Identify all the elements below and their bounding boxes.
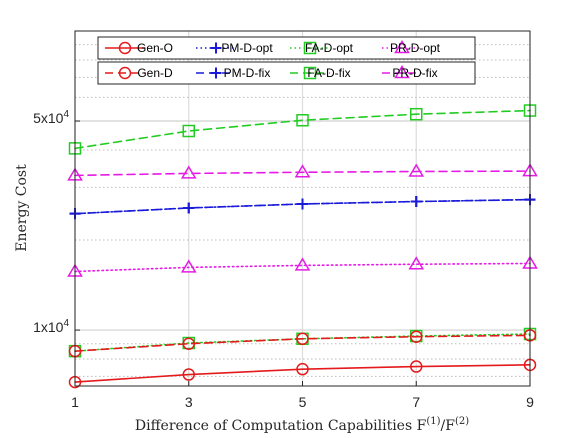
y-tick-label: 5x104 [33, 109, 69, 126]
y-tick-label: 1x104 [33, 318, 69, 335]
x-tick-label: 5 [299, 394, 307, 410]
legend-label: Gen-O [137, 41, 173, 55]
point-pm-d-fix [410, 196, 422, 208]
x-tick-label: 7 [412, 394, 420, 410]
legend-row-box [97, 36, 476, 60]
legend-label: PM-D-fix [224, 66, 271, 80]
x-axis-label: Difference of Computation Capabilities F… [135, 416, 469, 434]
series-line-pr-d-fix [74, 170, 531, 177]
legend-entry-pm-d-opt: PM-D-opt [196, 41, 273, 55]
point-gen-d [182, 337, 195, 350]
series-line-gen-d [74, 334, 531, 352]
point-pr-d-fix [294, 164, 311, 178]
x-tick-label: 9 [526, 394, 534, 410]
series-line-pr-d-opt [74, 262, 531, 273]
legend-entry-pr-d-opt: PR-D-opt [382, 40, 441, 55]
x-tick-label: 1 [71, 394, 79, 410]
series-line-fa-d-opt [74, 333, 531, 352]
legend-label: PR-D-fix [392, 66, 437, 80]
point-gen-o [182, 368, 195, 381]
point-pr-d-opt [294, 257, 311, 271]
legend-row-box [97, 61, 476, 85]
legend-marker [118, 66, 132, 80]
legend-entry-fa-d-fix: FA-D-fix [290, 66, 351, 80]
series-line-gen-o [74, 364, 531, 383]
point-pr-d-opt [180, 259, 197, 273]
series-line-fa-d-fix [74, 109, 531, 150]
legend-entry-fa-d-opt: FA-D-opt [290, 41, 354, 55]
legend-marker [303, 41, 317, 55]
point-pr-d-fix [180, 165, 197, 179]
y-axis-label: Energy Cost [14, 164, 30, 252]
point-pm-d-fix [183, 202, 195, 214]
x-axis-label-sup1: (1) [426, 416, 440, 427]
legend-entry-gen-d: Gen-D [105, 66, 173, 80]
point-fa-d-fix [410, 107, 423, 121]
series-gen-o [68, 358, 537, 389]
legend-marker [303, 66, 317, 80]
x-axis-label-sup2: (2) [455, 416, 469, 427]
x-axis-label-text: Difference of Computation Capabilities F [135, 418, 427, 434]
legend: Gen-O PM-D-opt FA-D-opt PR-D-opt Gen-D PM-D-f… [97, 36, 476, 85]
legend-entry-pm-d-fix: PM-D-fix [196, 66, 270, 80]
point-gen-d [410, 330, 423, 343]
axis-ticks: 1 3 5 7 9 5x104 1x104 [33, 109, 534, 410]
legend-marker [118, 41, 132, 55]
legend-label: PR-D-opt [390, 41, 441, 55]
point-fa-d-fix [296, 113, 309, 127]
legend-marker [394, 40, 410, 54]
legend-entry-pr-d-fix: PR-D-fix [382, 65, 438, 80]
point-pm-d-fix [297, 198, 308, 210]
legend-label: FA-D-fix [307, 66, 350, 80]
x-tick-label: 3 [185, 394, 193, 410]
point-gen-o [296, 362, 309, 376]
legend-marker [210, 42, 222, 54]
point-fa-d-fix [182, 124, 195, 138]
legend-marker [394, 65, 410, 79]
legend-marker [210, 67, 222, 79]
point-pr-d-opt [408, 256, 425, 270]
point-gen-d [296, 332, 309, 346]
x-axis-label-slash: /F [441, 418, 456, 434]
point-gen-o [410, 360, 423, 373]
legend-entry-gen-o: Gen-O [105, 41, 173, 55]
legend-label: FA-D-opt [305, 41, 354, 55]
point-pr-d-fix [408, 163, 425, 177]
legend-label: PM-D-opt [221, 41, 273, 55]
legend-label: Gen-D [137, 66, 173, 80]
